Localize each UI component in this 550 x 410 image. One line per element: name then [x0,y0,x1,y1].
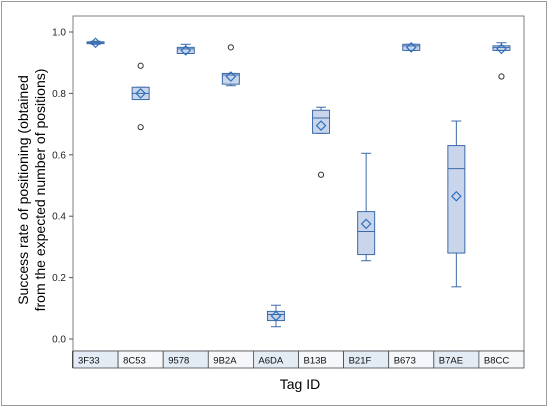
tag-cell-b7ae: B7AE [433,350,480,369]
mean-marker [90,37,101,49]
box-iqr [176,46,195,54]
y-axis-label-line2: from the expected number of positions) [32,69,48,312]
tag-label: 9B2A [213,356,237,367]
y-tick-label: 0.8 [52,89,66,100]
tag-row-left-edge [72,351,73,368]
box-b7ae [447,120,466,288]
y-tick-label: 0.0 [52,335,66,346]
tag-cell-b673: B673 [388,350,435,369]
mean-marker [496,43,507,55]
y-axis: 0.0 0.2 0.4 0.6 0.8 1.0 [52,28,73,346]
tag-cell-b8cc: B8CC [478,350,525,369]
boxplot-chart: 0.0 0.2 0.4 0.6 0.8 1.0 3F33 8C53 9578 9B2A A6DA B… [15,15,525,392]
tag-label: B7AE [439,356,463,367]
box-iqr [402,43,421,51]
mean-marker [360,218,372,230]
mean-marker [405,42,417,53]
boxes-group [86,37,511,328]
tag-label: A6DA [258,356,283,367]
box-iqr [266,310,285,322]
mean-marker [180,45,192,56]
y-tick-label: 0.6 [52,150,66,161]
mean-marker [135,88,146,99]
y-tick-label: 0.4 [52,212,66,223]
tag-cell-a6da: A6DA [252,350,299,369]
box-9578 [176,43,195,56]
tag-cell-3f33: 3F33 [72,350,119,369]
tag-label: B13B [304,356,327,367]
y-tick-label: 1.0 [52,28,66,39]
tag-cell-9b2a: 9B2A [207,350,254,369]
box-iqr [357,211,376,256]
box-iqr [221,72,240,85]
box-iqr [447,145,466,254]
box-iqr [492,45,511,51]
box-a6da [266,304,285,328]
tag-cell-bg [478,350,525,369]
mean-marker [451,190,462,202]
tag-label: 3F33 [78,356,100,367]
tag-label: B8CC [484,356,509,367]
outlier-point [317,171,325,178]
box-8c53 [131,62,150,131]
tag-cell-b21f: B21F [343,350,390,369]
mean-marker [225,71,237,82]
outlier-point [498,73,505,80]
box-3f33 [86,37,105,49]
box-b8cc [492,42,511,80]
outlier-point [137,124,144,131]
outlier-point [227,44,234,51]
box-b21f [357,152,376,262]
tag-label-row: 3F33 8C53 9578 9B2A A6DA B13B B21F B673 B7AE B8CC [72,350,525,369]
tag-label: 9578 [168,356,189,367]
tag-cell-9578: 9578 [162,350,209,369]
tag-label: B673 [394,356,416,367]
tag-label: B21F [349,356,372,367]
box-b13b [312,106,331,178]
box-9b2a [221,44,240,87]
outlier-point [137,62,144,69]
mean-marker [270,310,282,322]
x-axis-label: Tag ID [280,376,320,392]
tag-cell-8c53: 8C53 [117,350,164,369]
tag-cell-b13b: B13B [298,350,344,369]
tag-label: 8C53 [123,356,146,367]
box-b673 [402,42,421,53]
y-axis-label-line1: Success rate of positioning (obtained [15,75,31,305]
y-tick-label: 0.2 [52,273,66,284]
mean-marker [315,120,327,131]
